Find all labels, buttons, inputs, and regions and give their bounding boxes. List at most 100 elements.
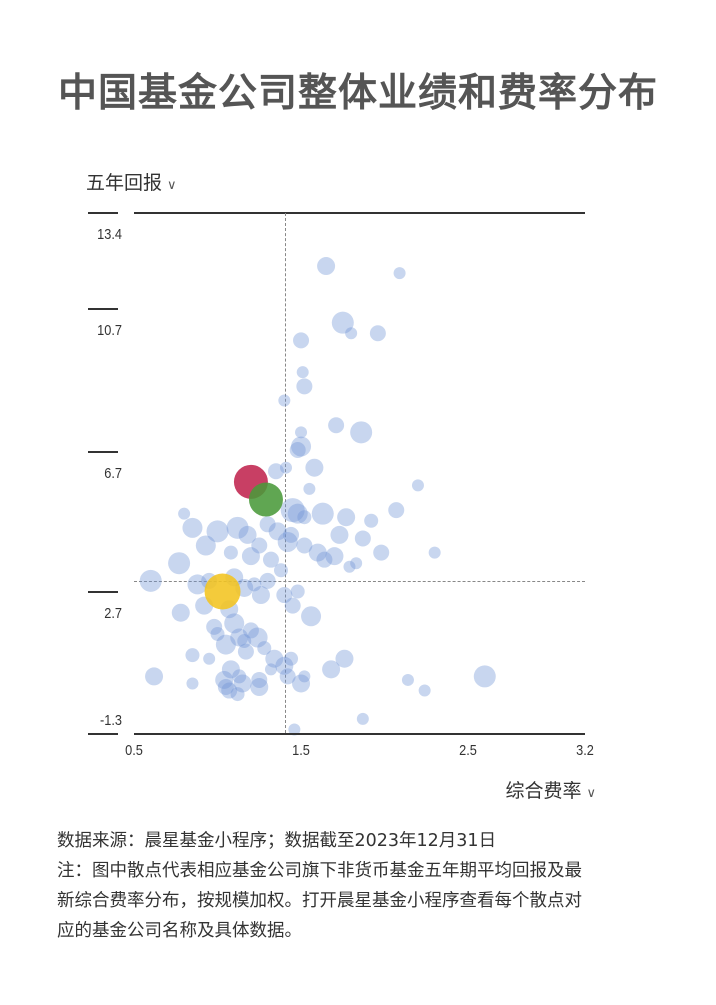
data-bubble[interactable] bbox=[257, 641, 272, 656]
data-bubble[interactable] bbox=[364, 513, 379, 528]
data-bubble[interactable] bbox=[230, 687, 245, 702]
data-bubble[interactable] bbox=[221, 682, 238, 699]
data-bubble[interactable] bbox=[186, 677, 199, 690]
data-bubble[interactable] bbox=[289, 442, 306, 459]
data-bubble[interactable] bbox=[393, 267, 406, 280]
data-bubble[interactable] bbox=[275, 656, 294, 675]
data-bubble[interactable] bbox=[280, 498, 305, 523]
data-bubble[interactable] bbox=[473, 665, 496, 688]
data-bubble[interactable] bbox=[226, 516, 249, 539]
data-bubble[interactable] bbox=[298, 670, 311, 683]
data-bubble[interactable] bbox=[251, 586, 270, 605]
data-bubble[interactable] bbox=[356, 712, 369, 725]
data-bubble[interactable] bbox=[350, 421, 373, 444]
data-bubble[interactable] bbox=[242, 622, 259, 639]
data-bubble[interactable] bbox=[237, 643, 254, 660]
data-bubble[interactable] bbox=[337, 508, 356, 527]
data-bubble[interactable] bbox=[264, 663, 277, 676]
data-bubble[interactable] bbox=[223, 545, 238, 560]
data-bubble[interactable] bbox=[301, 606, 322, 627]
data-bubble[interactable] bbox=[296, 537, 313, 554]
data-bubble[interactable] bbox=[210, 626, 225, 641]
data-bubble[interactable] bbox=[388, 502, 405, 519]
data-bubble[interactable] bbox=[195, 535, 216, 556]
data-bubble[interactable] bbox=[187, 574, 208, 595]
data-bubble[interactable] bbox=[273, 563, 288, 578]
data-bubble[interactable] bbox=[277, 531, 298, 552]
data-bubble[interactable] bbox=[139, 569, 162, 592]
data-bubble[interactable] bbox=[182, 517, 203, 538]
data-bubble[interactable] bbox=[206, 520, 229, 543]
data-bubble[interactable] bbox=[259, 572, 276, 589]
x-axis-label[interactable]: 综合费率 ∨ bbox=[505, 776, 596, 803]
data-bubble[interactable] bbox=[328, 417, 345, 434]
data-bubble[interactable] bbox=[287, 503, 308, 524]
y-axis-label[interactable]: 五年回报 ∨ bbox=[86, 168, 177, 195]
data-bubble[interactable] bbox=[291, 436, 312, 457]
data-bubble[interactable] bbox=[168, 552, 191, 575]
data-bubble[interactable] bbox=[232, 669, 247, 684]
data-bubble[interactable] bbox=[303, 482, 316, 495]
data-bubble[interactable] bbox=[401, 673, 414, 686]
data-bubble[interactable] bbox=[331, 311, 354, 334]
highlighted-bubble-yellow[interactable] bbox=[204, 573, 241, 610]
data-bubble[interactable] bbox=[206, 618, 223, 635]
data-bubble[interactable] bbox=[185, 648, 200, 663]
data-bubble[interactable] bbox=[316, 551, 333, 568]
data-bubble[interactable] bbox=[311, 502, 334, 525]
data-bubble[interactable] bbox=[247, 577, 262, 592]
data-bubble[interactable] bbox=[288, 723, 301, 736]
data-bubble[interactable] bbox=[251, 537, 268, 554]
data-bubble[interactable] bbox=[203, 652, 216, 665]
data-bubble[interactable] bbox=[369, 325, 386, 342]
data-bubble[interactable] bbox=[237, 634, 252, 649]
data-bubble[interactable] bbox=[279, 668, 296, 685]
data-bubble[interactable] bbox=[325, 547, 344, 566]
data-bubble[interactable] bbox=[296, 366, 309, 379]
data-bubble[interactable] bbox=[267, 463, 284, 480]
data-bubble[interactable] bbox=[373, 544, 390, 561]
data-bubble[interactable] bbox=[343, 560, 356, 573]
data-bubble[interactable] bbox=[350, 557, 363, 570]
data-bubble[interactable] bbox=[224, 613, 245, 634]
data-bubble[interactable] bbox=[241, 547, 260, 566]
data-bubble[interactable] bbox=[330, 525, 349, 544]
data-bubble[interactable] bbox=[265, 649, 284, 668]
data-bubble[interactable] bbox=[292, 674, 311, 693]
data-bubble[interactable] bbox=[428, 546, 441, 559]
data-bubble[interactable] bbox=[295, 426, 308, 439]
data-bubble[interactable] bbox=[250, 678, 269, 697]
data-bubble[interactable] bbox=[215, 634, 236, 655]
data-bubble[interactable] bbox=[238, 525, 257, 544]
data-bubble[interactable] bbox=[178, 507, 191, 520]
chevron-down-icon[interactable]: ∨ bbox=[586, 786, 596, 801]
data-bubble[interactable] bbox=[297, 510, 312, 525]
data-bubble[interactable] bbox=[284, 597, 301, 614]
data-bubble[interactable] bbox=[262, 551, 279, 568]
data-bubble[interactable] bbox=[418, 684, 431, 697]
data-bubble[interactable] bbox=[171, 603, 190, 622]
data-bubble[interactable] bbox=[215, 670, 234, 689]
data-bubble[interactable] bbox=[145, 667, 164, 686]
data-bubble[interactable] bbox=[247, 627, 268, 648]
data-bubble[interactable] bbox=[317, 257, 336, 276]
data-bubble[interactable] bbox=[283, 526, 300, 543]
data-bubble[interactable] bbox=[276, 587, 293, 604]
data-bubble[interactable] bbox=[322, 660, 341, 679]
data-bubble[interactable] bbox=[284, 651, 299, 666]
data-bubble[interactable] bbox=[305, 458, 324, 477]
chevron-down-icon[interactable]: ∨ bbox=[167, 178, 177, 193]
data-bubble[interactable] bbox=[230, 628, 249, 647]
data-bubble[interactable] bbox=[268, 522, 287, 541]
data-bubble[interactable] bbox=[354, 530, 371, 547]
data-bubble[interactable] bbox=[411, 479, 424, 492]
data-bubble[interactable] bbox=[280, 461, 293, 474]
data-bubble[interactable] bbox=[233, 674, 252, 693]
data-bubble[interactable] bbox=[278, 394, 291, 407]
data-bubble[interactable] bbox=[259, 516, 276, 533]
data-bubble[interactable] bbox=[221, 660, 240, 679]
highlighted-bubble-green[interactable] bbox=[248, 482, 283, 517]
data-bubble[interactable] bbox=[296, 378, 313, 395]
data-bubble[interactable] bbox=[290, 584, 305, 599]
data-bubble[interactable] bbox=[335, 649, 354, 668]
